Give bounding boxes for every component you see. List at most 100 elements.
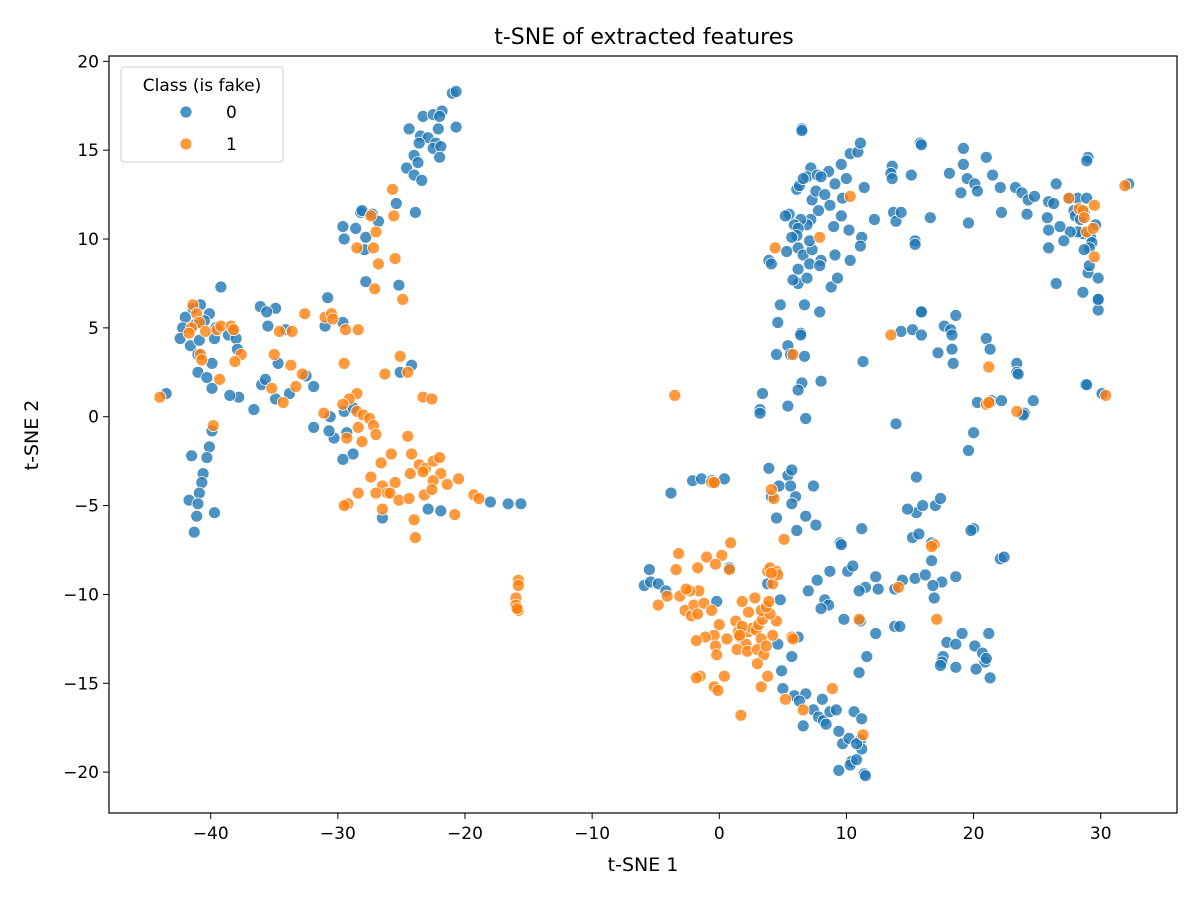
data-point-class-1 [510,602,524,615]
legend-box [120,66,284,163]
data-point-class-1 [884,328,898,342]
data-point-class-0 [776,682,790,695]
data-point-class-0 [904,168,918,182]
y-tick-label: 5 [88,319,99,339]
data-point-class-1 [709,557,722,571]
data-point-class-0 [829,703,843,717]
data-point-class-0 [208,506,221,520]
data-point-class-0 [834,209,848,223]
data-point-class-0 [819,717,833,731]
data-point-class-1 [295,367,309,381]
data-point-class-1 [416,465,430,479]
data-point-class-1 [195,353,209,367]
data-point-class-0 [957,157,970,171]
y-tick-label: 20 [77,52,99,72]
y-axis-label: t-SNE 2 [21,400,43,471]
x-tick-label: −40 [193,824,229,844]
data-point-class-1 [761,669,774,683]
data-point-class-0 [1057,234,1071,248]
data-point-class-0 [784,479,797,493]
data-point-class-1 [408,531,422,544]
data-point-class-0 [514,497,528,511]
data-point-class-1 [285,324,299,338]
data-point-class-1 [317,406,331,420]
data-point-class-0 [483,495,497,509]
data-point-class-1 [690,634,703,647]
data-point-class-0 [185,449,199,463]
data-point-class-0 [982,627,996,640]
data-point-class-0 [831,271,844,285]
data-point-class-0 [753,406,767,420]
data-point-class-1 [433,451,447,465]
data-point-class-0 [979,150,993,164]
data-point-class-0 [411,156,425,170]
data-point-class-0 [995,205,1008,219]
data-point-class-1 [1088,250,1101,264]
data-point-class-1 [751,657,764,671]
data-point-class-0 [814,374,828,388]
data-point-class-0 [846,559,860,573]
data-point-class-1 [754,680,768,694]
data-point-class-0 [889,417,903,431]
data-point-class-1 [388,476,402,489]
data-point-class-1 [705,604,719,617]
data-point-class-0 [943,166,956,180]
data-point-class-0 [800,271,814,285]
data-point-class-0 [837,612,851,626]
data-point-class-1 [843,189,857,203]
data-point-class-1 [679,582,693,596]
data-point-class-0 [1091,303,1105,317]
data-point-class-0 [901,502,914,516]
data-point-class-1 [182,326,196,340]
data-point-class-0 [934,492,947,505]
data-point-class-0 [258,372,272,386]
data-point-class-1 [700,550,713,564]
data-point-class-0 [915,328,928,342]
data-point-class-1 [765,566,778,580]
data-point-class-1 [199,324,213,338]
data-point-class-1 [712,618,726,631]
data-point-class-0 [765,257,778,271]
data-point-class-0 [927,591,941,605]
data-point-class-0 [200,451,214,465]
data-point-class-0 [322,424,336,438]
data-point-class-1 [982,360,996,374]
data-point-class-1 [651,598,665,612]
data-point-class-0 [195,476,209,489]
data-point-class-0 [828,248,842,262]
data-point-class-1 [403,467,417,481]
data-point-class-1 [340,431,354,445]
data-point-class-0 [945,342,959,356]
data-point-class-1 [153,390,167,404]
data-point-class-1 [669,563,683,576]
data-point-class-0 [434,504,448,518]
data-point-class-1 [351,323,365,337]
y-tick-label: 10 [77,230,99,250]
data-point-class-0 [307,420,321,434]
data-point-class-0 [1077,243,1091,257]
data-point-class-0 [192,333,206,347]
data-point-class-0 [812,204,825,218]
data-point-class-0 [949,570,963,584]
data-point-class-1 [369,486,383,500]
data-point-class-0 [1047,197,1061,210]
data-point-class-0 [781,399,795,413]
x-axis-label: t-SNE 1 [608,854,679,876]
data-point-class-0 [871,582,885,596]
data-point-class-1 [710,648,724,662]
data-point-class-0 [1053,220,1067,234]
data-point-class-1 [660,589,674,603]
data-point-class-1 [276,396,290,409]
data-point-class-0 [962,444,975,457]
data-point-class-0 [971,184,984,198]
data-point-class-0 [957,141,970,155]
data-point-class-1 [388,252,402,266]
data-point-class-1 [448,508,462,521]
data-point-class-1 [1010,404,1024,418]
data-point-class-0 [824,280,838,294]
data-point-class-0 [827,220,841,234]
data-point-class-0 [852,584,866,598]
data-point-class-0 [923,211,937,225]
data-point-class-0 [501,497,515,511]
